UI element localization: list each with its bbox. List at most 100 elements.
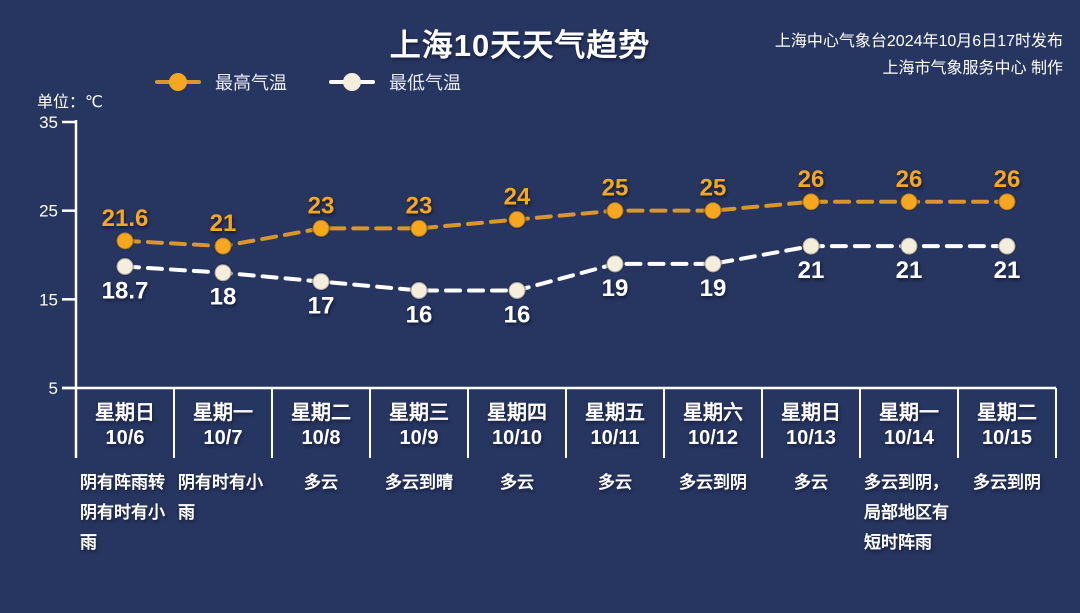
value-label: 26: [994, 166, 1021, 193]
day-date-label: 10/7: [203, 427, 243, 449]
day-weather-label: 阴有阵雨转阴有时有小雨: [80, 473, 165, 552]
low-temp-marker-icon: [329, 73, 375, 91]
day-column: 星期二 10/15 多云到阴: [958, 390, 1056, 558]
day-weather-label: 阴有时有小雨: [178, 473, 263, 522]
value-label: 21: [798, 257, 825, 284]
legend-label-low: 最低气温: [389, 73, 461, 93]
y-tick-label: 35: [39, 113, 58, 132]
data-point: [507, 210, 527, 230]
value-label: 21: [210, 210, 237, 237]
data-point: [409, 280, 429, 300]
day-weather-label: 多云: [598, 473, 632, 492]
publisher-line2: 上海市气象服务中心 制作: [882, 60, 1063, 77]
day-date-label: 10/10: [491, 427, 543, 449]
value-label: 21: [896, 257, 923, 284]
data-point: [311, 272, 331, 292]
y-tick-label: 25: [39, 202, 58, 221]
day-name-label: 星期一: [879, 402, 939, 424]
day-weather-label: 多云: [304, 473, 338, 492]
day-date-label: 10/6: [105, 427, 145, 449]
day-name-label: 星期四: [487, 402, 547, 424]
data-point: [507, 280, 527, 300]
day-name-label: 星期二: [977, 402, 1037, 424]
y-tick-label: 15: [39, 290, 58, 309]
value-label: 16: [504, 301, 531, 328]
data-point: [115, 231, 135, 251]
value-label: 18: [210, 284, 237, 311]
value-label: 23: [406, 192, 433, 219]
data-point: [115, 257, 135, 277]
chart-legend: 最高气温 最低气温: [155, 69, 461, 95]
data-point: [213, 263, 233, 283]
value-label: 16: [406, 301, 433, 328]
value-label: 21.6: [102, 205, 149, 232]
data-point: [801, 236, 821, 256]
day-weather-label: 多云到阴: [679, 473, 747, 492]
value-label: 23: [308, 192, 335, 219]
data-point: [409, 218, 429, 238]
day-weather-label: 多云到晴: [385, 473, 453, 492]
data-point: [703, 201, 723, 221]
value-label: 24: [504, 184, 531, 211]
value-label: 21: [994, 257, 1021, 284]
day-column: 星期三 10/9 多云到晴: [370, 390, 468, 558]
value-label: 25: [602, 175, 629, 202]
data-point: [899, 192, 919, 212]
day-weather-label: 多云: [500, 473, 534, 492]
day-column: 星期四 10/10 多云: [468, 390, 566, 558]
day-date-label: 10/12: [687, 427, 739, 449]
data-point: [899, 236, 919, 256]
day-name-label: 星期六: [683, 402, 743, 424]
legend-label-high: 最高气温: [215, 73, 287, 93]
y-tick-label: 5: [49, 379, 58, 398]
legend-item-low: 最低气温: [329, 69, 461, 95]
series-line: [123, 244, 1009, 293]
day-column: 星期五 10/11 多云: [566, 390, 664, 558]
series-line: [123, 199, 1009, 249]
publisher-info: 上海中心气象台2024年10月6日17时发布 上海市气象服务中心 制作: [775, 28, 1063, 82]
day-weather-label: 多云: [794, 473, 828, 492]
day-column: 星期二 10/8 多云: [272, 390, 370, 558]
low-temp-dot-icon: [343, 73, 361, 91]
unit-label: 单位：℃: [37, 94, 103, 111]
data-point: [311, 218, 331, 238]
high-temp-marker-icon: [155, 73, 201, 91]
day-column: 星期日 10/6 阴有阵雨转阴有时有小雨: [76, 390, 174, 558]
high-temp-dot-icon: [169, 73, 187, 91]
data-point: [605, 201, 625, 221]
data-point: [997, 236, 1017, 256]
day-date-label: 10/15: [981, 427, 1033, 449]
day-name-label: 星期日: [95, 402, 155, 424]
day-weather-label: 多云到阴: [973, 473, 1041, 492]
value-label: 19: [700, 275, 727, 302]
days-row: 星期日 10/6 阴有阵雨转阴有时有小雨 星期一 10/7 阴有时有小雨 星期二 10/8 多云…: [76, 390, 1056, 558]
page-title: 上海10天天气趋势: [389, 28, 651, 63]
data-point: [213, 236, 233, 256]
day-date-label: 10/9: [399, 427, 439, 449]
value-label: 26: [798, 166, 825, 193]
day-weather-label: 多云到阴，局部地区有短时阵雨: [864, 473, 949, 552]
value-label: 25: [700, 175, 727, 202]
value-label: 19: [602, 275, 629, 302]
legend-item-high: 最高气温: [155, 69, 287, 95]
data-point: [801, 192, 821, 212]
day-name-label: 星期五: [585, 402, 645, 424]
day-column: 星期六 10/12 多云到阴: [664, 390, 762, 558]
day-column: 星期一 10/7 阴有时有小雨: [174, 390, 272, 558]
day-name-label: 星期日: [781, 402, 841, 424]
publisher-line1: 上海中心气象台2024年10月6日17时发布: [774, 33, 1063, 50]
data-point: [605, 254, 625, 274]
value-label: 18.7: [102, 278, 149, 305]
value-label: 17: [308, 293, 335, 320]
day-date-label: 10/8: [301, 427, 341, 449]
day-name-label: 星期三: [389, 402, 449, 424]
day-column: 星期日 10/13 多云: [762, 390, 860, 558]
day-name-label: 星期二: [291, 402, 351, 424]
day-date-label: 10/14: [883, 427, 935, 449]
data-point: [997, 192, 1017, 212]
day-column: 星期一 10/14 多云到阴，局部地区有短时阵雨: [860, 390, 958, 558]
day-date-label: 10/13: [785, 427, 837, 449]
day-date-label: 10/11: [590, 427, 640, 449]
